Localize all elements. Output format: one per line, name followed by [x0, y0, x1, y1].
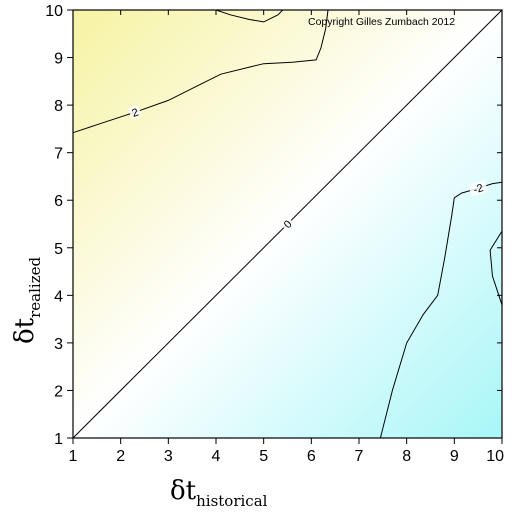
y-tick-label: 6	[54, 193, 63, 210]
contour-line-2-2	[215, 9, 284, 23]
y-tick-label: 1	[54, 431, 63, 448]
contour-label-text: -2	[472, 182, 485, 196]
x-tick-label: 10	[486, 448, 504, 465]
axis-ticks: 1 2 3 4 5 6 7 8 9 10 1 2 3 4 5 6 7 8 9 10	[45, 3, 504, 465]
x-tick-label: 2	[116, 448, 125, 465]
contour-labels: 0 2 -2	[128, 104, 489, 232]
y-axis-label-symbol: δt	[10, 317, 40, 344]
x-axis-label: δthistorical	[170, 476, 268, 510]
y-tick-label: 8	[54, 98, 63, 115]
x-tick-label: 3	[164, 448, 173, 465]
x-axis-label-subscript: historical	[196, 492, 268, 510]
y-tick-label: 10	[45, 3, 63, 20]
x-axis-label-symbol: δt	[170, 476, 197, 506]
contour-label-bg	[279, 216, 296, 232]
y-tick-label: 4	[54, 288, 63, 305]
plot-frame	[72, 9, 503, 439]
contour-label-bg	[128, 104, 142, 120]
contour-label-text: 2	[130, 107, 140, 120]
y-axis-label-subscript: realized	[26, 257, 44, 318]
y-tick-label: 7	[54, 146, 63, 163]
y-tick-label: 2	[54, 383, 63, 400]
copyright-text: Copyright Gilles Zumbach 2012	[308, 16, 455, 28]
x-tick-label: 4	[212, 448, 221, 465]
x-tick-label: 5	[259, 448, 268, 465]
contour-label-2: 2	[128, 104, 142, 120]
contour-label-minus2: -2	[468, 180, 489, 197]
x-tick-label: 9	[450, 448, 459, 465]
y-axis-label: δtrealized	[10, 257, 44, 344]
y-tick-label: 9	[54, 51, 63, 68]
x-tick-label: 8	[402, 448, 411, 465]
x-tick-label: 6	[307, 448, 316, 465]
contour-line-minus2-4	[489, 230, 503, 305]
x-tick-label: 7	[355, 448, 364, 465]
y-tick-label: 5	[54, 241, 63, 258]
y-tick-label: 3	[54, 336, 63, 353]
contour-label-0: 0	[279, 216, 296, 232]
x-tick-label: 1	[69, 448, 78, 465]
contour-label-bg	[468, 180, 489, 197]
